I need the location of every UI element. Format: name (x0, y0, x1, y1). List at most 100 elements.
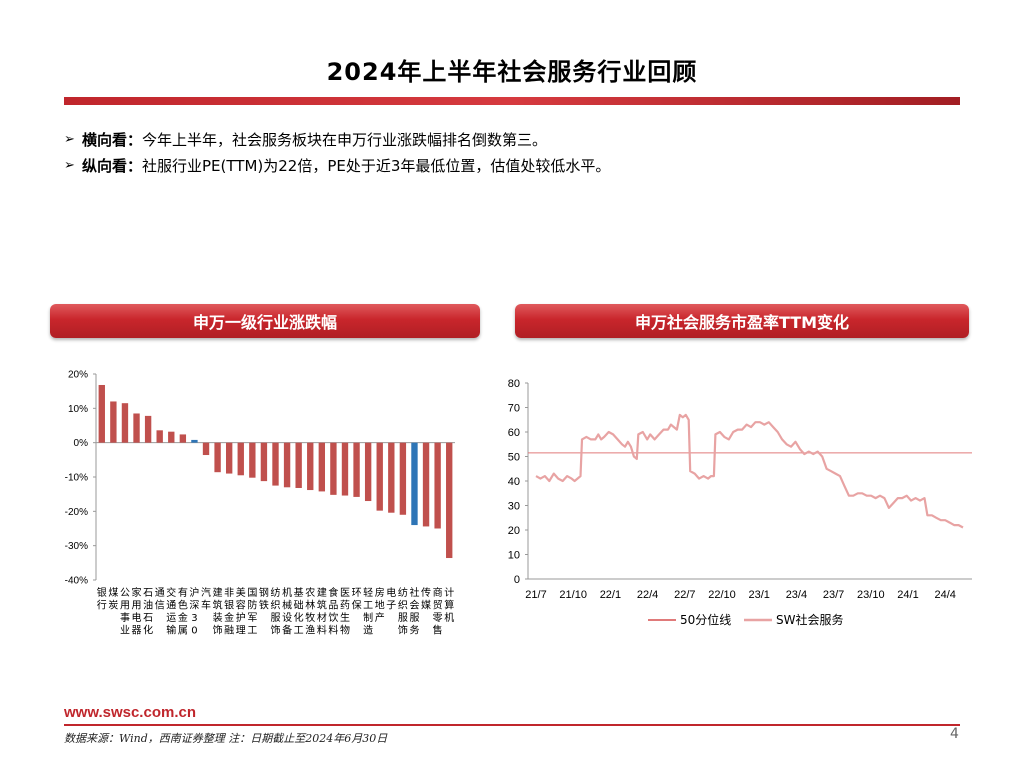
x-category-label: 纺 (271, 586, 281, 599)
x-category-label: 药 (340, 600, 350, 612)
bar (376, 442, 383, 511)
y-tick-label: 0 (514, 574, 520, 586)
x-category-label: 电 (386, 586, 396, 599)
bar (249, 442, 256, 478)
bar (121, 403, 129, 443)
y-tick-label: 60 (508, 427, 520, 439)
title-underline (64, 97, 960, 105)
x-category-label: 事 (120, 611, 130, 624)
x-category-label: 筑 (213, 599, 223, 612)
x-category-label: 饰 (398, 624, 408, 637)
x-category-label: 家 (132, 586, 142, 599)
footer-url[interactable]: www.swsc.com.cn (64, 704, 196, 721)
x-category-label: 容 (236, 599, 246, 612)
x-category-label: 农 (305, 586, 315, 599)
x-category-label: 商 (433, 586, 443, 599)
x-category-label: 汽 (201, 586, 211, 599)
x-category-label: 公 (120, 588, 130, 599)
x-category-label: 服 (398, 612, 408, 624)
x-category-label: 车 (201, 599, 211, 612)
x-category-label: 通 (155, 587, 165, 599)
x-category-label: 织 (271, 600, 281, 612)
x-category-label: 计 (444, 586, 454, 599)
x-category-label: 子 (386, 600, 396, 612)
x-category-label: 渔 (305, 625, 315, 637)
x-category-label: 石 (143, 588, 153, 599)
x-category-label: 运 (166, 612, 176, 624)
x-tick-label: 24/1 (897, 589, 918, 601)
x-category-label: 油 (143, 599, 153, 612)
x-category-label: 化 (143, 624, 153, 637)
x-category-label: 非 (224, 587, 234, 599)
x-category-label: 机 (444, 611, 454, 624)
x-category-label: 生 (340, 611, 350, 624)
y-tick-label: 50 (508, 452, 520, 464)
x-category-label: 深 (189, 600, 199, 612)
pe-series-line (535, 413, 964, 529)
x-category-label: 轻 (363, 586, 373, 599)
x-category-label: 饰 (271, 624, 281, 637)
left-chart-header: 申万一级行业涨跌幅 (50, 304, 480, 338)
bar (202, 442, 210, 456)
x-category-label: 通 (166, 600, 176, 612)
x-category-label: 械 (282, 599, 292, 612)
legend-label-series: SW社会服务 (776, 612, 843, 627)
bar (388, 442, 395, 513)
bar (237, 442, 244, 476)
x-category-label: 产 (375, 611, 385, 624)
x-category-label: 有 (178, 586, 188, 599)
bar (272, 442, 279, 486)
bar (156, 430, 163, 443)
bullet-head: 纵向看： (82, 157, 143, 175)
x-category-label: 务 (409, 624, 419, 637)
bar (364, 442, 372, 502)
x-category-label: 属 (178, 625, 188, 637)
bar (307, 442, 314, 491)
x-category-label: 社 (409, 586, 419, 599)
x-tick-label: 22/1 (600, 589, 621, 601)
x-category-label: 品 (328, 600, 338, 612)
bar (179, 434, 187, 443)
x-category-label: 建 (317, 586, 327, 599)
x-category-label: 装 (213, 611, 223, 624)
x-category-label: 织 (398, 600, 408, 612)
x-category-label: 媒 (421, 600, 431, 612)
x-category-label: 输 (166, 624, 176, 637)
bar (98, 384, 105, 443)
y-tick-label: 30 (508, 501, 520, 513)
x-category-label: 金 (178, 611, 188, 624)
x-tick-label: 22/7 (674, 589, 695, 601)
right-chart-header: 申万社会服务市盈率TTM变化 (515, 304, 969, 338)
bar (168, 431, 175, 443)
x-category-label: 售 (433, 624, 443, 637)
x-tick-label: 22/10 (708, 589, 736, 601)
bar (446, 442, 453, 559)
y-tick-label: 20 (508, 525, 520, 537)
x-category-label: 石 (143, 613, 153, 624)
bullet-list: ➢ 横向看： 今年上半年，社会服务板块在申万行业涨跌幅排名倒数第三。 ➢ 纵向看… (64, 127, 610, 179)
y-tick-label: -30% (65, 541, 88, 552)
x-category-label: 料 (328, 624, 338, 637)
x-category-label: 0 (191, 626, 197, 637)
x-category-label: 银 (224, 599, 234, 612)
bullet-text: 社服行业PE(TTM)为22倍，PE处于近3年最低位置，估值处较低水平。 (142, 157, 611, 175)
legend-label-median: 50分位线 (680, 612, 731, 627)
x-category-label: 煤 (108, 586, 118, 599)
x-category-label: 金 (224, 611, 234, 624)
arrow-icon: ➢ (64, 132, 75, 147)
x-category-label: 信 (155, 600, 165, 612)
y-tick-label: 80 (508, 378, 520, 390)
bar (225, 442, 233, 474)
x-tick-label: 22/4 (637, 589, 658, 601)
x-category-label: 炭 (108, 600, 118, 612)
x-category-label: 行 (97, 599, 107, 612)
x-category-label: 建 (213, 586, 223, 599)
x-category-label: 设 (282, 612, 292, 624)
x-category-label: 美 (236, 586, 246, 599)
x-category-label: 饮 (328, 611, 338, 624)
x-category-label: 理 (236, 625, 246, 637)
bar (422, 442, 430, 527)
x-category-label: 制 (363, 611, 373, 624)
x-category-label: 零 (433, 612, 443, 624)
bar (341, 442, 349, 496)
